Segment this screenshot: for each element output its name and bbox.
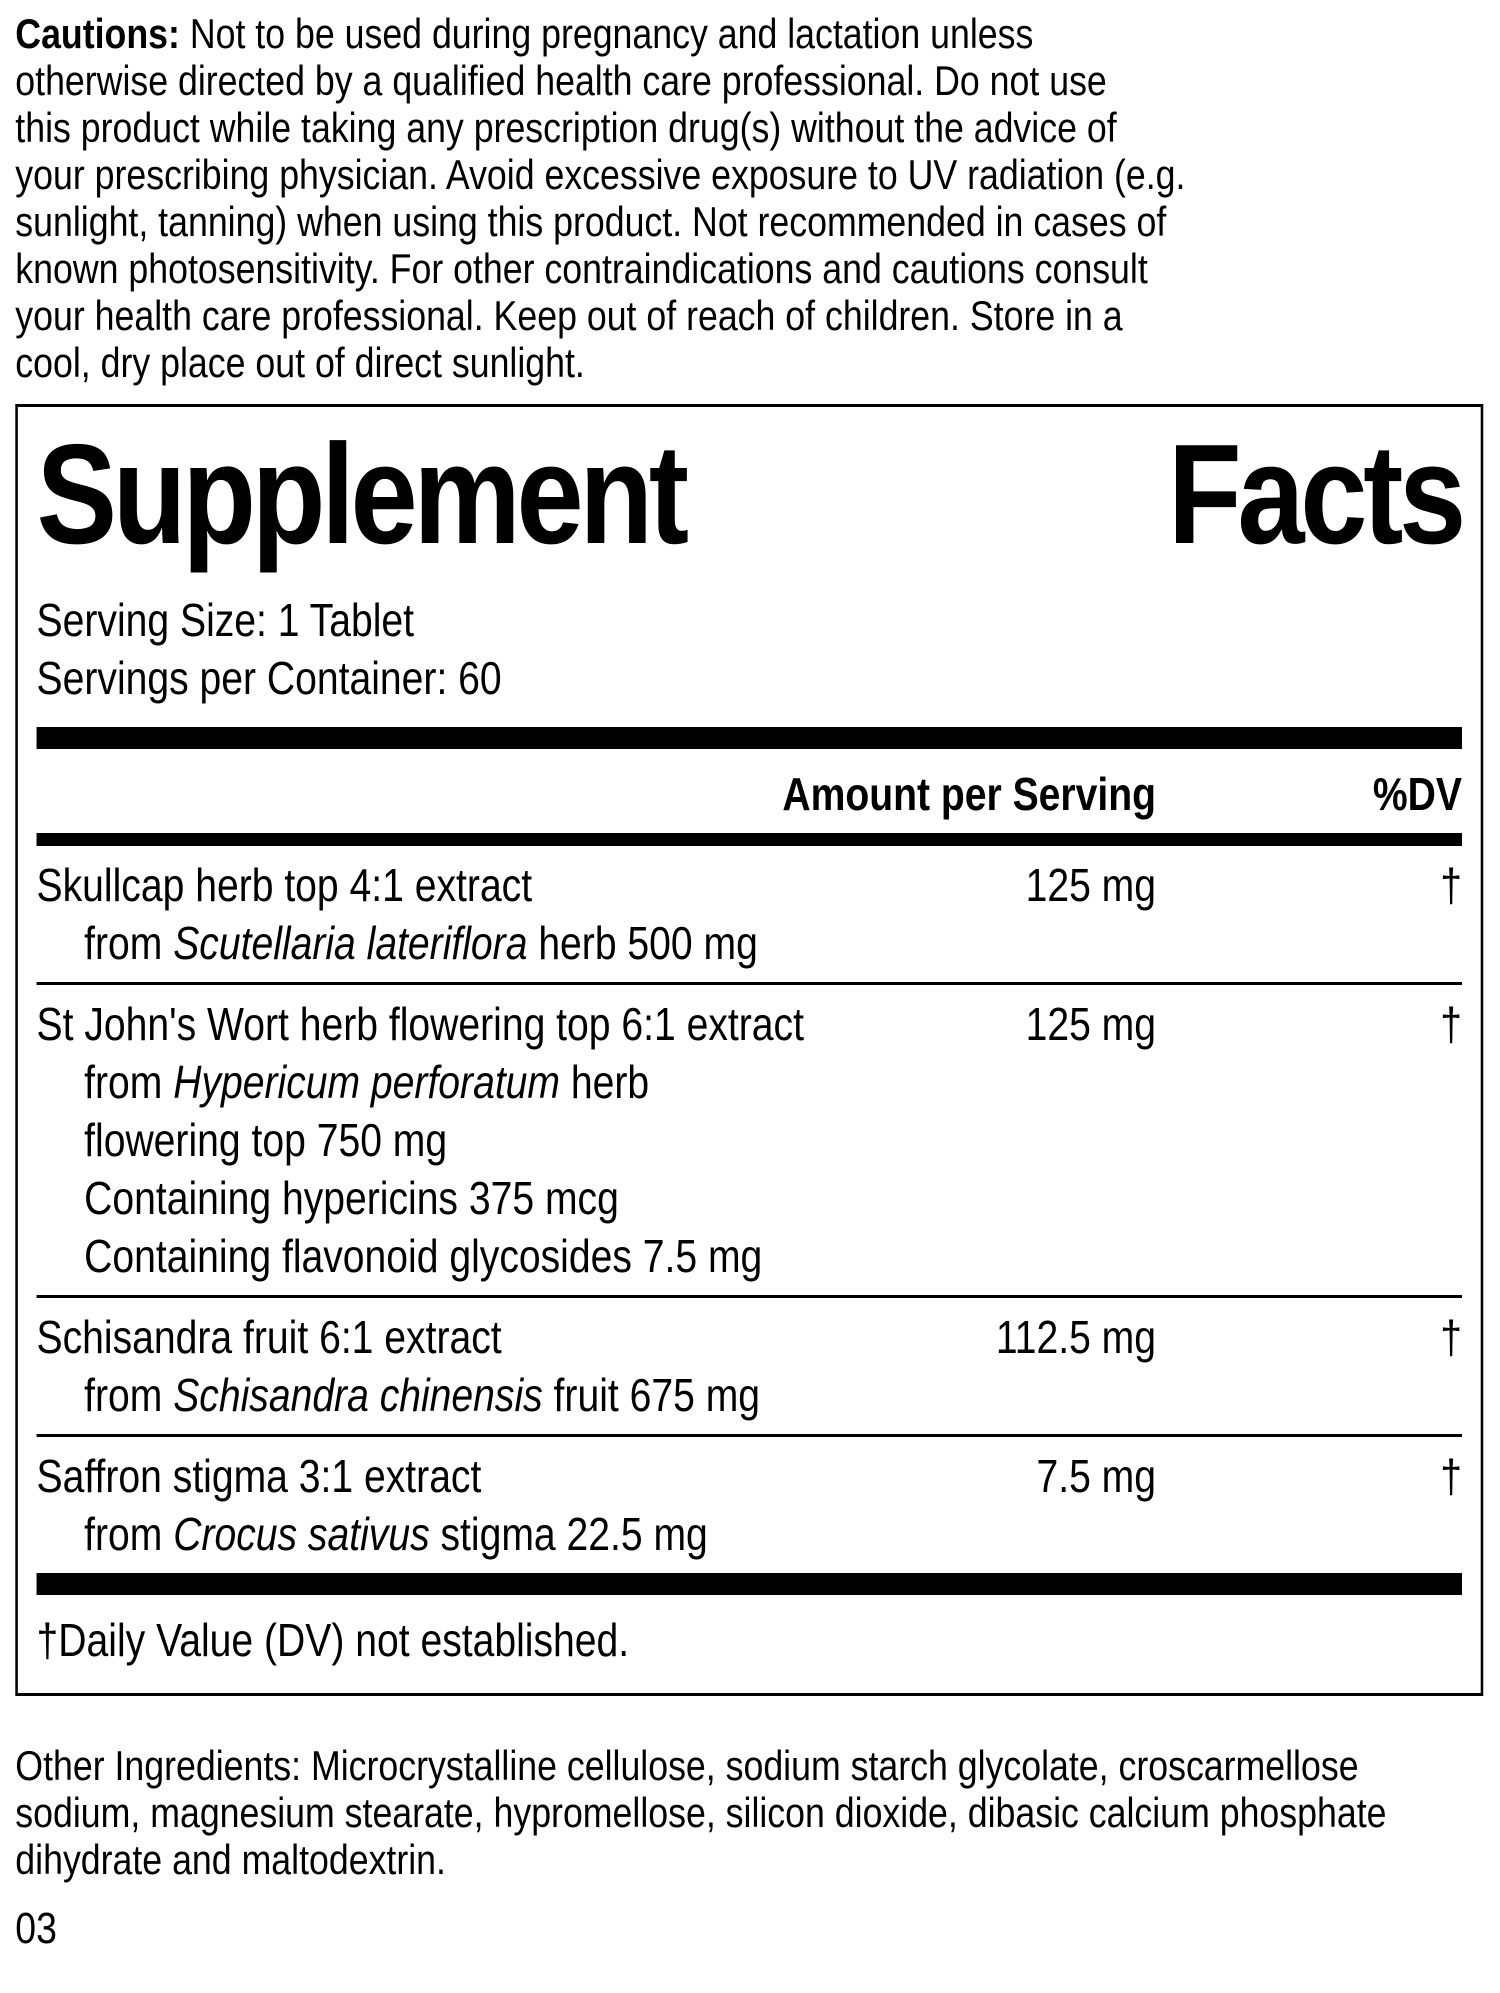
table-row: Saffron stigma 3:1 extract 7.5 mg † from… — [36, 1433, 1462, 1573]
source-text: Containing hypericins 375 mcg — [84, 1171, 619, 1224]
ingredient-name: St John's Wort herb flowering top 6:1 ex… — [36, 997, 804, 1050]
panel-title-word-facts: Facts — [1167, 415, 1466, 574]
ingredient-source-line: flowering top 750 mg — [37, 1111, 1462, 1169]
latin-name: Crocus sativus — [173, 1507, 430, 1560]
table-header-row: Amount per Serving %DV — [37, 749, 1462, 833]
amount-per-serving-header: Amount per Serving — [782, 767, 1156, 820]
divider-under-header — [36, 832, 1462, 846]
latin-name: Hypericum perforatum — [173, 1055, 561, 1108]
ingredient-source-line: from Hypericum perforatum herb — [37, 1053, 1462, 1111]
source-text: stigma 22.5 mg — [429, 1507, 708, 1560]
source-text: fruit 675 mg — [542, 1368, 761, 1421]
ingredient-name: Skullcap herb top 4:1 extract — [36, 858, 533, 911]
servings-per-container-line: Servings per Container: 60 — [36, 651, 502, 704]
source-text: from — [84, 1055, 174, 1108]
ingredient-dv: † — [1440, 858, 1462, 911]
ingredient-dv: † — [1440, 997, 1462, 1050]
ingredient-source-line: Containing flavonoid glycosides 7.5 mg — [37, 1227, 1462, 1285]
latin-name: Scutellaria lateriflora — [173, 916, 528, 969]
ingredient-name: Saffron stigma 3:1 extract — [36, 1449, 482, 1502]
ingredient-main-line: Skullcap herb top 4:1 extract 125 mg † — [37, 856, 1462, 914]
ingredient-amount: 7.5 mg — [1036, 1449, 1156, 1502]
cautions-label: Cautions: — [15, 10, 180, 57]
source-text: Containing flavonoid glycosides 7.5 mg — [84, 1229, 763, 1282]
latin-name: Schisandra chinensis — [173, 1368, 543, 1421]
daily-value-footnote: †Daily Value (DV) not established. — [36, 1613, 630, 1666]
table-row: St John's Wort herb flowering top 6:1 ex… — [36, 981, 1462, 1295]
cautions-body-text: otherwise directed by a qualified health… — [15, 57, 1186, 386]
ingredient-main-line: Schisandra fruit 6:1 extract 112.5 mg † — [37, 1308, 1462, 1366]
cautions-first-line-text: Not to be used during pregnancy and lact… — [179, 10, 1034, 57]
divider-thick-bottom — [36, 1572, 1462, 1595]
label-sheet: Cautions: Not to be used during pregnanc… — [15, 10, 1484, 1953]
other-ingredients-paragraph: Other Ingredients: Microcrystalline cell… — [15, 1741, 1387, 1883]
ingredient-amount: 125 mg — [1025, 997, 1156, 1050]
ingredient-main-line: St John's Wort herb flowering top 6:1 ex… — [37, 995, 1462, 1053]
source-text: from — [84, 1507, 174, 1560]
table-row: Schisandra fruit 6:1 extract 112.5 mg † … — [36, 1294, 1462, 1434]
source-text: herb — [560, 1055, 650, 1108]
label-page: Cautions: Not to be used during pregnanc… — [15, 10, 1484, 1953]
ingredient-source-line: from Schisandra chinensis fruit 675 mg — [37, 1366, 1462, 1424]
source-text: from — [84, 916, 174, 969]
source-text: herb 500 mg — [527, 916, 758, 969]
source-text: from — [84, 1368, 174, 1421]
page-number: 03 — [15, 1903, 57, 1953]
ingredient-main-line: Saffron stigma 3:1 extract 7.5 mg † — [37, 1447, 1462, 1505]
supplement-facts-panel: Supplement Facts Serving Size: 1 Tablet … — [15, 404, 1484, 1696]
source-text: flowering top 750 mg — [84, 1113, 448, 1166]
ingredient-amount: 125 mg — [1025, 858, 1156, 911]
ingredient-source-line: from Scutellaria lateriflora herb 500 mg — [37, 914, 1462, 972]
ingredient-dv: † — [1440, 1449, 1462, 1502]
cautions-first-line: Cautions: Not to be used during pregnanc… — [15, 10, 1483, 57]
serving-size-line: Serving Size: 1 Tablet — [36, 593, 415, 646]
panel-title: Supplement Facts — [36, 415, 1467, 574]
ingredient-amount: 112.5 mg — [995, 1310, 1156, 1363]
panel-title-word-supplement: Supplement — [36, 415, 689, 574]
divider-thick-top — [36, 726, 1462, 749]
ingredient-source-line: from Crocus sativus stigma 22.5 mg — [37, 1505, 1462, 1563]
cautions-paragraph: Cautions: Not to be used during pregnanc… — [15, 10, 1483, 386]
ingredient-source-line: Containing hypericins 375 mcg — [37, 1169, 1462, 1227]
ingredient-dv: † — [1440, 1310, 1462, 1363]
table-row: Skullcap herb top 4:1 extract 125 mg † f… — [37, 846, 1462, 982]
ingredient-name: Schisandra fruit 6:1 extract — [36, 1310, 502, 1363]
dv-header: %DV — [1372, 767, 1462, 820]
